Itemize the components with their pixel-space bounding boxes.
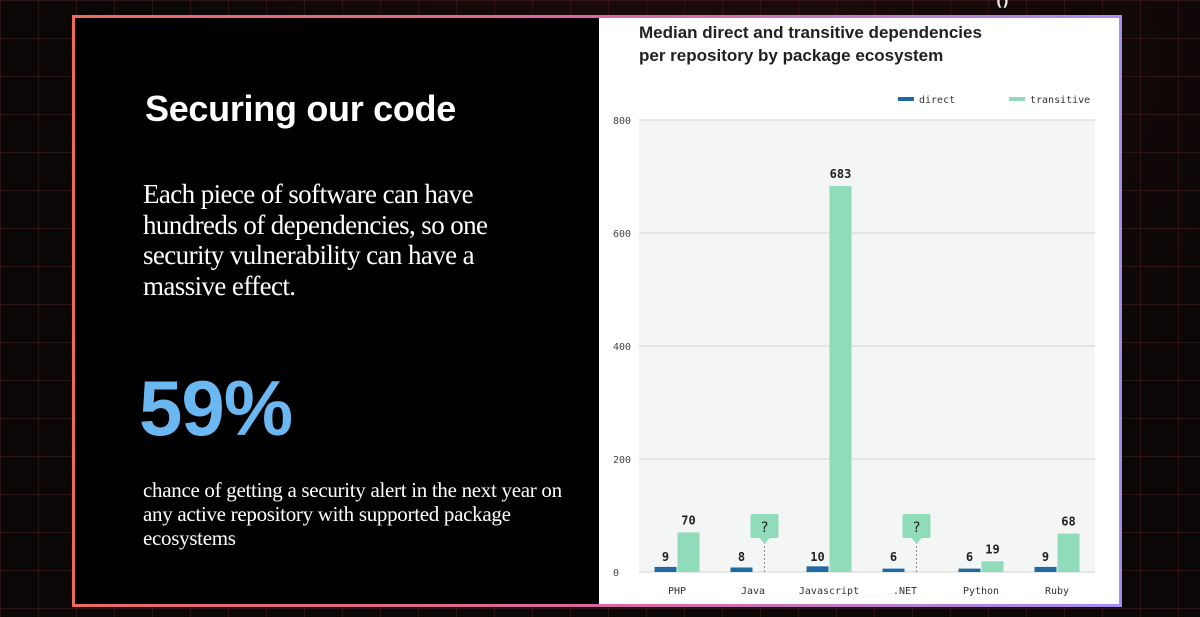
data-label-transitive: 19 [985, 542, 999, 556]
chart-title-line: per repository by package ecosystem [639, 46, 943, 65]
legend-label: transitive [1030, 95, 1090, 106]
unknown-value-label: ? [912, 520, 920, 536]
y-tick-label: 800 [613, 116, 631, 127]
data-label-direct: 9 [1042, 550, 1049, 564]
bar-transitive [1057, 533, 1080, 572]
bar-direct [806, 566, 829, 572]
slide-frame: Securing our code Each piece of software… [72, 15, 1122, 607]
slide-body-text: Each piece of software can have hundreds… [143, 179, 488, 301]
y-tick-label: 200 [613, 455, 631, 466]
data-label-transitive: 683 [830, 167, 852, 181]
bar-direct [1034, 566, 1057, 572]
x-tick-label: Ruby [1045, 586, 1069, 597]
bar-direct [730, 567, 753, 572]
data-label-direct: 6 [966, 550, 973, 564]
unknown-badge [902, 514, 931, 538]
x-tick-label: Java [741, 586, 765, 597]
y-tick-label: 600 [613, 229, 631, 240]
bar-direct [882, 568, 905, 572]
chart-panel: Median direct and transitive dependencie… [599, 18, 1119, 604]
y-tick-label: 400 [613, 342, 631, 353]
bar-direct [958, 568, 981, 572]
bar-direct [654, 566, 677, 572]
slide-title: Securing our code [145, 88, 456, 129]
legend-swatch [1009, 97, 1025, 101]
data-label-direct: 10 [810, 550, 824, 564]
y-tick-label: 0 [613, 568, 619, 579]
x-tick-label: Javascript [799, 586, 859, 597]
corner-logo-icon: () [996, 0, 1009, 10]
data-label-direct: 6 [890, 550, 897, 564]
legend-swatch [898, 97, 914, 101]
legend-label: direct [919, 95, 955, 106]
x-tick-label: Python [963, 586, 999, 597]
stat-caption: chance of getting a security alert in th… [143, 478, 562, 550]
unknown-badge-pointer [759, 538, 770, 544]
bar-transitive [829, 186, 852, 573]
data-label-direct: 9 [662, 550, 669, 564]
stat-value: 59% [139, 364, 293, 452]
bar-transitive [677, 532, 700, 572]
unknown-value-label: ? [760, 520, 768, 536]
data-label-transitive: 70 [681, 513, 695, 527]
x-tick-label: .NET [893, 586, 917, 597]
unknown-badge-pointer [911, 538, 922, 544]
unknown-badge [750, 514, 779, 538]
data-label-direct: 8 [738, 550, 745, 564]
data-label-transitive: 68 [1061, 515, 1075, 529]
bar-transitive [981, 561, 1004, 572]
dependency-chart: Median direct and transitive dependencie… [613, 23, 1095, 597]
x-tick-label: PHP [668, 586, 686, 597]
slide: Securing our code Each piece of software… [75, 18, 1119, 604]
chart-title-line: Median direct and transitive dependencie… [639, 23, 982, 42]
